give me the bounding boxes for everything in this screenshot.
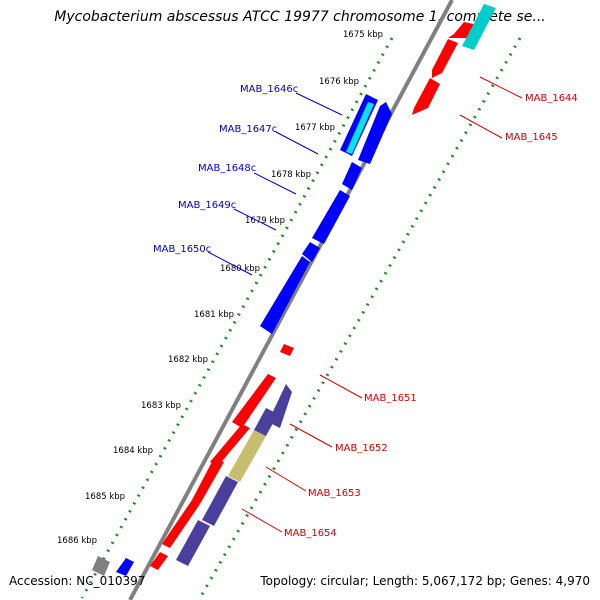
gene-MAB_1648c[interactable]	[342, 162, 362, 190]
leader-line	[207, 251, 253, 276]
gene-MAB_1647c[interactable]	[358, 102, 392, 164]
gene-MAB_1652b[interactable]	[210, 424, 250, 466]
kbp-label: 1684 kbp	[113, 446, 153, 456]
kbp-label: 1678 kbp	[271, 170, 311, 180]
kbp-label: 1686 kbp	[57, 536, 97, 546]
forward-genes	[150, 22, 478, 570]
gene-label[interactable]: MAB_1653	[308, 488, 361, 499]
leader-line	[233, 208, 277, 231]
leader-line	[319, 374, 363, 399]
leader-line	[241, 508, 283, 533]
gene-label[interactable]: MAB_1650c	[153, 244, 211, 255]
topology-text: Topology: circular; Length: 5,067,172 bp…	[260, 574, 590, 588]
gene-MAB_1645[interactable]	[412, 78, 440, 115]
kbp-label: 1679 kbp	[245, 216, 285, 226]
gene-grey-bottom[interactable]	[92, 556, 110, 576]
gene-MAB_1649c[interactable]	[312, 190, 350, 244]
leader-line	[275, 131, 319, 155]
kbp-label: 1675 kbp	[343, 30, 383, 40]
outer-tick-line	[80, 37, 394, 599]
leader-line	[253, 172, 297, 195]
gene-MAB_1646c-cyan[interactable]	[346, 102, 374, 154]
gene-label[interactable]: MAB_1644	[525, 93, 578, 104]
gene-label[interactable]: MAB_1648c	[198, 163, 256, 174]
gene-cyan-top[interactable]	[462, 4, 496, 50]
kbp-label: 1681 kbp	[194, 310, 234, 320]
reverse-genes	[92, 94, 392, 576]
kbp-label: 1685 kbp	[85, 492, 125, 502]
gene-label[interactable]: MAB_1647c	[219, 124, 277, 135]
backbone	[128, 0, 454, 600]
accession-text: Accession: NC_010397	[9, 574, 146, 588]
kbp-label: 1683 kbp	[141, 401, 181, 411]
gene-MAB_1653[interactable]	[192, 458, 224, 504]
gene-label[interactable]: MAB_1645	[505, 132, 558, 143]
leader-lines	[207, 76, 523, 533]
gene-MAB_1654[interactable]	[162, 500, 200, 548]
leader-line	[459, 114, 503, 139]
leader-line	[479, 76, 523, 99]
gene-blue-bottom[interactable]	[116, 558, 134, 576]
gene-red-bottom[interactable]	[150, 552, 168, 570]
gene-MAB_1650c-a[interactable]	[302, 242, 320, 262]
gene-label[interactable]: MAB_1654	[284, 528, 337, 539]
gene-khaki[interactable]	[228, 430, 266, 482]
gene-MAB_1651[interactable]	[280, 344, 294, 356]
gene-label[interactable]: MAB_1651	[364, 393, 417, 404]
gene-purple-b[interactable]	[254, 408, 278, 436]
map-title: Mycobacterium abscessus ATCC 19977 chrom…	[54, 9, 546, 25]
gene-label[interactable]: MAB_1649c	[178, 200, 236, 211]
leader-line	[289, 423, 333, 448]
gene-purple-d[interactable]	[176, 520, 210, 566]
gene-MAB_1650c-b[interactable]	[260, 256, 310, 334]
leader-line	[295, 92, 343, 116]
gene-MAB_1644[interactable]	[432, 39, 458, 78]
kbp-label: 1676 kbp	[319, 77, 359, 87]
kbp-label: 1677 kbp	[295, 123, 335, 133]
gene-MAB_1652a[interactable]	[232, 374, 276, 428]
gene-label[interactable]: MAB_1646c	[240, 84, 298, 95]
gene-purple-c[interactable]	[202, 476, 238, 526]
gene-label[interactable]: MAB_1652	[335, 443, 388, 454]
kbp-label: 1682 kbp	[168, 355, 208, 365]
leader-line	[265, 466, 307, 492]
